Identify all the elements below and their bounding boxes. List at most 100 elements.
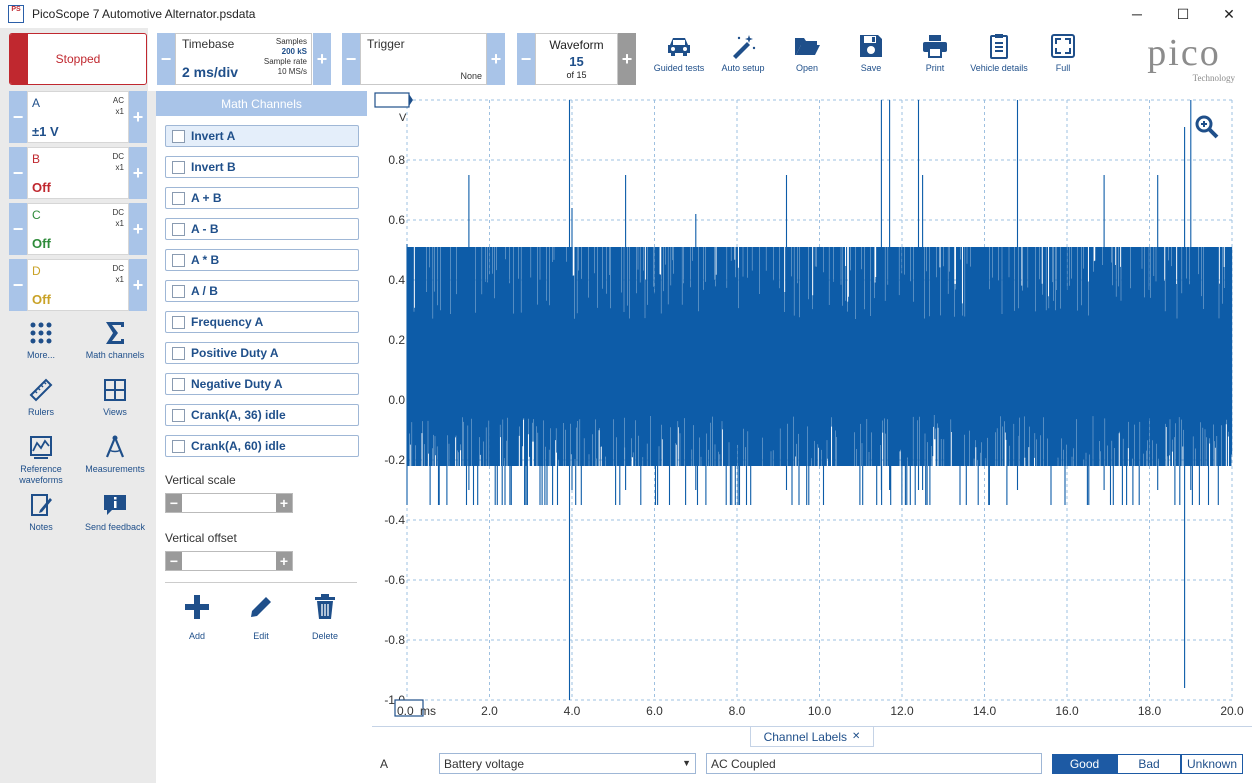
channel-range-increase-button[interactable]: + — [129, 259, 147, 311]
channel-card[interactable]: B DC x1 Off — [27, 147, 129, 199]
channel-card[interactable]: C DC x1 Off — [27, 203, 129, 255]
good-button[interactable]: Good — [1052, 754, 1117, 774]
auto-setup-button[interactable]: Auto setup — [711, 33, 775, 73]
x-tick-label: 10.0 — [808, 704, 832, 718]
bad-button[interactable]: Bad — [1117, 754, 1181, 774]
math-channel-checkbox[interactable] — [172, 346, 185, 360]
channel-coupling: DC — [112, 208, 124, 217]
views-button[interactable]: Views — [80, 377, 150, 418]
math-channel-item[interactable]: Crank(A, 60) idle — [165, 435, 359, 457]
math-channel-item[interactable]: Positive Duty A — [165, 342, 359, 364]
math-channels-button[interactable]: Math channels — [80, 320, 150, 361]
vertical-offset-decrease-button[interactable]: − — [166, 552, 182, 570]
axis-top-marker[interactable] — [374, 92, 410, 108]
channel-c-control[interactable]: − C DC x1 Off + — [9, 203, 147, 255]
timebase-control[interactable]: Timebase 2 ms/div Samples 200 kS Sample … — [175, 33, 312, 85]
math-channel-item[interactable]: A / B — [165, 280, 359, 302]
math-channel-item[interactable]: Frequency A — [165, 311, 359, 333]
channel-a-control[interactable]: − A AC x1 ±1 V + — [9, 91, 147, 143]
channel-range-increase-button[interactable]: + — [129, 91, 147, 143]
print-button[interactable]: Print — [903, 33, 967, 73]
edit-math-channel-button[interactable]: Edit — [231, 593, 291, 641]
vehicle-details-button[interactable]: Vehicle details — [967, 33, 1031, 73]
waveform-next-button[interactable]: + — [618, 33, 636, 85]
math-channel-item[interactable]: A * B — [165, 249, 359, 271]
math-channel-item[interactable]: A - B — [165, 218, 359, 240]
delete-math-channel-button[interactable]: Delete — [295, 593, 355, 641]
guided-tests-button[interactable]: Guided tests — [647, 33, 711, 73]
zoom-icon[interactable] — [1194, 114, 1220, 140]
pico-logo: pico Technology — [1125, 33, 1243, 87]
vertical-scale-decrease-button[interactable]: − — [166, 494, 182, 512]
channel-card[interactable]: A AC x1 ±1 V — [27, 91, 129, 143]
save-button[interactable]: Save — [839, 33, 903, 73]
math-channel-checkbox[interactable] — [172, 377, 185, 391]
send-feedback-label: Send feedback — [84, 522, 146, 532]
math-channel-item[interactable]: Invert B — [165, 156, 359, 178]
add-math-channel-button[interactable]: Add — [167, 593, 227, 641]
vertical-scale-control[interactable]: − + — [165, 493, 293, 513]
reference-waveforms-button[interactable]: Reference waveforms — [6, 434, 76, 486]
timebase-increase-button[interactable]: + — [313, 33, 331, 85]
math-channel-item[interactable]: Invert A — [165, 125, 359, 147]
x-tick-label: 6.0 — [646, 704, 663, 718]
full-screen-button[interactable]: Full — [1031, 33, 1095, 73]
waveform-previous-button[interactable]: − — [517, 33, 535, 85]
channel-probe: x1 — [115, 219, 124, 228]
timebase-decrease-button[interactable]: − — [157, 33, 175, 85]
math-channel-item[interactable]: Crank(A, 36) idle — [165, 404, 359, 426]
close-button[interactable]: ✕ — [1223, 5, 1235, 22]
math-channel-checkbox[interactable] — [172, 284, 185, 298]
open-button[interactable]: Open — [775, 33, 839, 73]
floppy-disk-icon — [860, 35, 882, 57]
channel-labels-tab[interactable]: Channel Labels ✕ — [750, 727, 874, 747]
vertical-offset-increase-button[interactable]: + — [276, 552, 292, 570]
math-channel-label: Crank(A, 36) idle — [191, 408, 286, 422]
math-channels-panel: Math Channels Invert A Invert B A + B A - B… — [156, 91, 367, 777]
math-channel-checkbox[interactable] — [172, 408, 185, 422]
send-feedback-button[interactable]: Send feedback — [80, 492, 150, 533]
channel-description-input[interactable]: AC Coupled — [706, 753, 1042, 774]
notes-button[interactable]: Notes — [6, 492, 76, 533]
channel-a-trace — [406, 100, 1233, 700]
math-channel-checkbox[interactable] — [172, 253, 185, 267]
channel-range-increase-button[interactable]: + — [129, 203, 147, 255]
channel-range-decrease-button[interactable]: − — [9, 91, 27, 143]
math-channel-checkbox[interactable] — [172, 315, 185, 329]
unknown-button[interactable]: Unknown — [1181, 754, 1243, 774]
math-channel-checkbox[interactable] — [172, 160, 185, 174]
vertical-offset-control[interactable]: − + — [165, 551, 293, 571]
math-channel-label: A - B — [191, 222, 219, 236]
channel-label-select[interactable]: Battery voltage ▼ — [439, 753, 696, 774]
math-channel-checkbox[interactable] — [172, 129, 185, 143]
math-channel-item[interactable]: A + B — [165, 187, 359, 209]
more-tools-button[interactable]: More... — [6, 320, 76, 361]
math-channel-checkbox[interactable] — [172, 191, 185, 205]
channel-card[interactable]: D DC x1 Off — [27, 259, 129, 311]
trigger-control[interactable]: Trigger None — [360, 33, 487, 85]
math-channel-item[interactable]: Negative Duty A — [165, 373, 359, 395]
math-channel-checkbox[interactable] — [172, 439, 185, 453]
channel-range-decrease-button[interactable]: − — [9, 259, 27, 311]
rulers-button[interactable]: Rulers — [6, 377, 76, 418]
channel-b-control[interactable]: − B DC x1 Off + — [9, 147, 147, 199]
channel-d-control[interactable]: − D DC x1 Off + — [9, 259, 147, 311]
waveform-control[interactable]: Waveform 15 of 15 — [535, 33, 618, 85]
channel-range-increase-button[interactable]: + — [129, 147, 147, 199]
math-channel-checkbox[interactable] — [172, 222, 185, 236]
maximize-button[interactable]: ☐ — [1176, 5, 1190, 22]
channel-range-decrease-button[interactable]: − — [9, 203, 27, 255]
trigger-decrease-button[interactable]: − — [342, 33, 360, 85]
axis-origin-marker[interactable] — [394, 699, 424, 717]
minimize-button[interactable]: ─ — [1132, 6, 1142, 22]
waveform-graph[interactable]: 1.00.80.60.40.20.0-0.2-0.4-0.6-0.8-1.0V0… — [372, 91, 1252, 723]
channel-range-decrease-button[interactable]: − — [9, 147, 27, 199]
scope-view[interactable]: 1.00.80.60.40.20.0-0.2-0.4-0.6-0.8-1.0V0… — [372, 91, 1252, 723]
close-tab-icon[interactable]: ✕ — [852, 731, 861, 742]
y-tick-label: -0.8 — [384, 633, 405, 647]
vertical-scale-increase-button[interactable]: + — [276, 494, 292, 512]
math-channel-label: Negative Duty A — [191, 377, 283, 391]
run-stop-button[interactable]: Stopped — [9, 33, 147, 85]
measurements-button[interactable]: Measurements — [80, 434, 150, 475]
trigger-increase-button[interactable]: + — [487, 33, 505, 85]
